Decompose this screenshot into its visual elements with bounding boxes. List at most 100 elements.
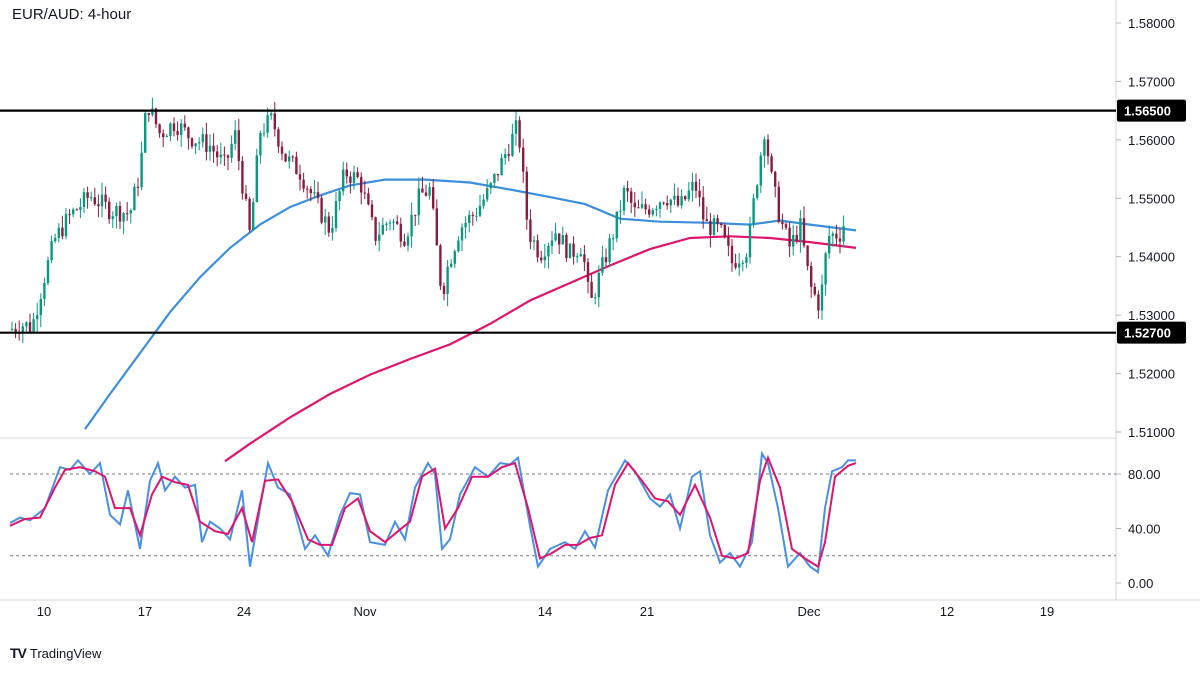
candle-body	[180, 123, 183, 135]
candle-body	[518, 120, 521, 148]
candle-body	[583, 254, 586, 263]
candle-body	[734, 263, 737, 268]
candle-body	[115, 206, 118, 217]
candle-body	[799, 218, 802, 241]
candle-body	[705, 219, 708, 222]
candle-body	[565, 235, 568, 259]
candle-body	[291, 156, 294, 158]
level-price-label: 1.56500	[1124, 104, 1171, 119]
sma-fast-path	[84, 178, 857, 430]
candle-body	[529, 219, 532, 242]
candle-body	[774, 171, 777, 187]
candle-body	[21, 326, 24, 333]
candle-body	[568, 243, 572, 259]
candle-body	[561, 235, 564, 245]
candle-body	[813, 286, 816, 295]
candle-body	[46, 260, 50, 284]
candle-body	[352, 172, 356, 183]
candle-body	[28, 322, 32, 332]
candle-body	[14, 328, 17, 332]
candle-body	[777, 186, 780, 222]
candle-body	[392, 221, 395, 223]
brand-name: TradingView	[29, 645, 102, 661]
candle-body	[266, 115, 269, 133]
candle-body	[817, 294, 820, 311]
candle-body	[601, 257, 604, 273]
candle-body	[93, 197, 96, 205]
candle-body	[810, 265, 813, 287]
candle-body	[554, 233, 557, 241]
candle-body	[637, 207, 640, 209]
candle-body	[496, 173, 500, 176]
candle-body	[514, 120, 518, 134]
candle-body	[691, 181, 694, 191]
candle-body	[489, 182, 492, 189]
candle-body	[709, 221, 712, 235]
candle-body	[831, 233, 834, 236]
candle-body	[25, 322, 28, 327]
candle-body	[784, 224, 788, 228]
level-price-badge	[1117, 99, 1186, 122]
stochastic-panel	[9, 450, 1116, 574]
candle-body	[482, 199, 485, 206]
candle-body	[716, 218, 719, 224]
candle-body	[802, 218, 806, 246]
candle-body	[140, 152, 143, 188]
candle-body	[612, 238, 615, 240]
candle-body	[118, 206, 122, 222]
candle-body	[478, 205, 482, 216]
candle-body	[32, 319, 35, 332]
tradingview-branding: TV TradingView	[10, 645, 101, 661]
candle-body	[536, 240, 539, 258]
candle-body	[471, 215, 474, 217]
time-tick-label: 24	[237, 604, 251, 619]
candle-body	[698, 190, 701, 198]
time-tick-label: 21	[640, 604, 654, 619]
candle-body	[763, 139, 766, 156]
candle-body	[111, 216, 114, 220]
candle-body	[820, 284, 824, 311]
candle-body	[615, 211, 618, 239]
candle-body	[468, 215, 471, 223]
candle-body	[522, 147, 525, 172]
candle-body	[684, 196, 687, 200]
candle-body	[158, 124, 161, 134]
candle-body	[547, 245, 550, 257]
chart-title: EUR/AUD: 4-hour	[12, 6, 132, 23]
candle-body	[702, 197, 705, 220]
candle-body	[367, 193, 370, 205]
candle-body	[75, 209, 78, 211]
candle-body	[781, 221, 784, 225]
candle-body	[194, 143, 197, 147]
candle-body	[108, 201, 111, 220]
candle-body	[532, 240, 536, 242]
candle-body	[442, 285, 446, 295]
time-tick-label: 19	[1040, 604, 1054, 619]
time-tick-label: 14	[538, 604, 552, 619]
candle-body	[334, 201, 338, 229]
candle-body	[64, 214, 68, 237]
candle-body	[507, 154, 510, 156]
candle-body	[576, 256, 579, 258]
candle-body	[457, 240, 460, 252]
candle-body	[453, 251, 456, 264]
level-price-label: 1.52700	[1124, 326, 1171, 341]
candle-body	[324, 216, 327, 223]
candle-body	[331, 228, 334, 233]
candle-body	[630, 191, 633, 203]
sma-slow-line	[224, 235, 857, 463]
candle-body	[284, 153, 287, 162]
price-tick-label: 1.58000	[1128, 16, 1175, 31]
price-tick-label: 1.55000	[1128, 191, 1175, 206]
candle-body	[374, 217, 377, 241]
candle-body	[72, 209, 75, 215]
candle-body	[388, 222, 392, 224]
candle-body	[525, 171, 528, 220]
candle-body	[450, 263, 453, 267]
candlestick-series	[10, 97, 845, 344]
candle-body	[212, 145, 215, 152]
candle-body	[655, 208, 658, 211]
candle-body	[306, 188, 309, 190]
candle-body	[673, 195, 676, 200]
